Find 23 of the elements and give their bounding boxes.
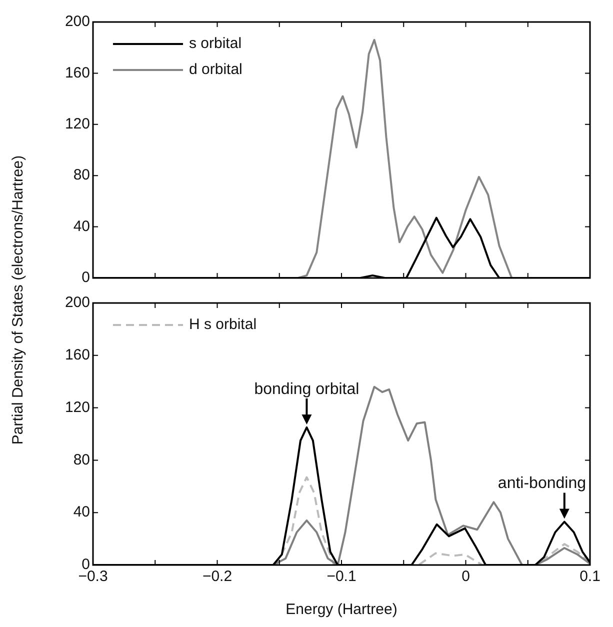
y-tick-label: 40 xyxy=(73,218,90,235)
y-tick-label: 200 xyxy=(64,13,90,30)
legend-label: d orbital xyxy=(189,61,242,78)
y-tick-label: 0 xyxy=(82,269,90,286)
y-tick-label: 160 xyxy=(64,64,90,82)
annotation: anti-bonding xyxy=(498,475,586,492)
legend-label: H s orbital xyxy=(189,316,257,334)
y-tick-label: 200 xyxy=(64,294,90,312)
y-tick-label: 80 xyxy=(73,166,90,184)
x-tick-label: −0.2 xyxy=(202,568,232,586)
y-tick-label: 160 xyxy=(64,346,90,364)
x-axis-title: Energy (Hartree) xyxy=(286,601,398,618)
x-tick-label: 0 xyxy=(462,568,470,586)
x-tick-label: −0.1 xyxy=(326,568,356,586)
y-tick-label: 40 xyxy=(73,504,90,521)
x-tick-label: 0.1 xyxy=(580,568,600,586)
legend-label: s orbital xyxy=(189,35,242,52)
y-tick-label: 120 xyxy=(64,398,90,416)
y-tick-label: 80 xyxy=(73,451,90,468)
y-axis-title: Partial Density of States (electrons/Hartree) xyxy=(10,155,26,445)
x-tick-label: −0.3 xyxy=(78,568,108,586)
annotation: bonding orbital xyxy=(254,380,360,398)
y-tick-label: 120 xyxy=(64,116,90,133)
